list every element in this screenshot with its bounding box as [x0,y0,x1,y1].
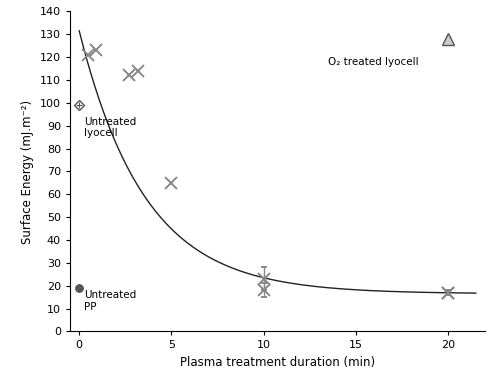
X-axis label: Plasma treatment duration (min): Plasma treatment duration (min) [180,356,375,369]
Text: Untreated
PP: Untreated PP [84,290,136,312]
Y-axis label: Surface Energy (mJ.m⁻²): Surface Energy (mJ.m⁻²) [22,99,35,243]
Text: O₂ treated lyocell: O₂ treated lyocell [328,57,419,67]
Text: Untreated
lyocell: Untreated lyocell [84,117,136,138]
